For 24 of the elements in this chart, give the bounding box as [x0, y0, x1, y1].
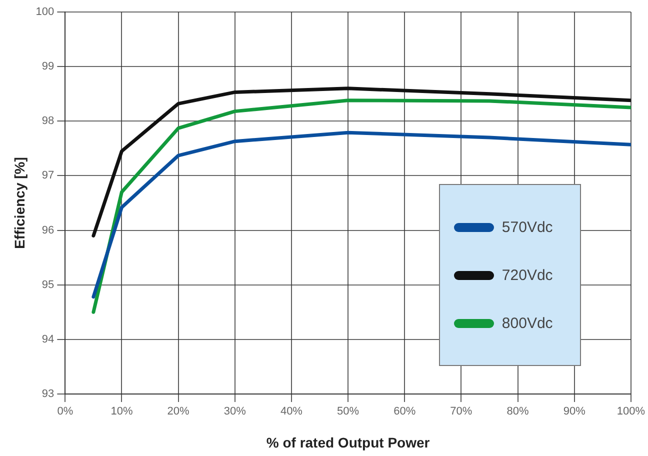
y-tick-label: 94	[42, 333, 54, 346]
x-tick-label: 60%	[394, 406, 416, 418]
x-tick-label: 40%	[280, 406, 303, 418]
x-tick-label: 50%	[337, 406, 360, 418]
x-tick-label: 100%	[616, 406, 646, 418]
x-tick-label: 20%	[167, 406, 190, 418]
y-tick-label: 100	[36, 6, 54, 18]
legend-label: 800Vdc	[502, 314, 553, 332]
y-axis-title: Efficiency [%]	[11, 157, 28, 249]
y-tick-label: 95	[42, 278, 54, 291]
x-tick-label: 70%	[450, 406, 472, 418]
legend-label: 570Vdc	[502, 218, 553, 236]
y-tick-label: 99	[42, 60, 54, 73]
x-tick-label: 0%	[57, 406, 74, 418]
x-tick-label: 30%	[224, 406, 246, 418]
y-tick-label: 96	[42, 224, 54, 236]
y-tick-label: 93	[42, 388, 54, 400]
x-axis-title: % of rated Output Power	[266, 434, 430, 450]
x-tick-label: 90%	[563, 406, 586, 418]
x-tick-label: 80%	[506, 406, 529, 418]
legend-label: 720Vdc	[502, 266, 553, 284]
y-tick-label: 98	[42, 115, 54, 128]
y-tick-label: 97	[42, 170, 54, 182]
x-tick-label: 10%	[110, 406, 133, 418]
